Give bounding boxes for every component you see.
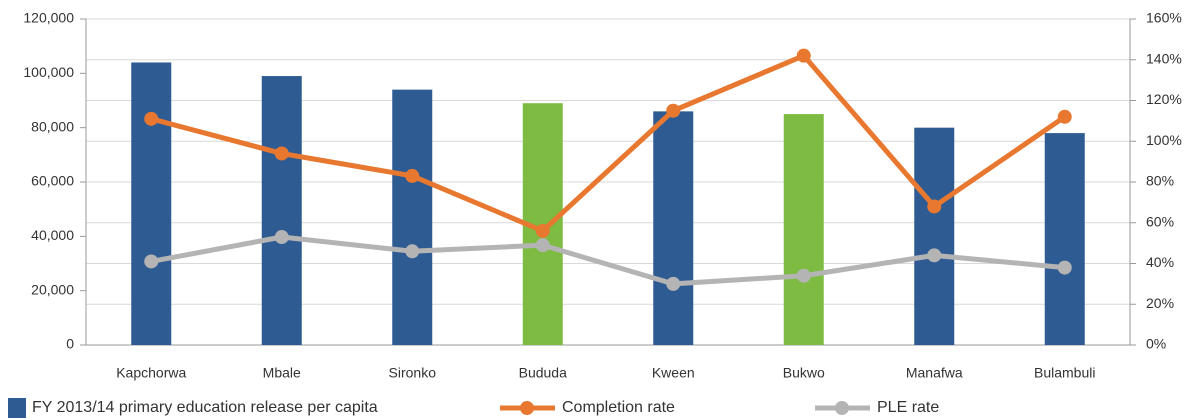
- y2-tick-label: 20%: [1146, 295, 1174, 311]
- x-tick-label: Bulambuli: [1034, 365, 1095, 381]
- bar: [261, 76, 302, 346]
- x-tick-label: Bududa: [519, 365, 567, 381]
- point: [405, 168, 420, 183]
- point: [796, 268, 811, 283]
- y2-tick-label: 160%: [1146, 10, 1182, 26]
- legend-swatch: [520, 401, 534, 415]
- y2-tick-label: 60%: [1146, 213, 1174, 229]
- point: [144, 254, 159, 269]
- y2-tick-label: 40%: [1146, 254, 1174, 270]
- bar: [914, 127, 955, 346]
- line: [150, 234, 1065, 287]
- x-tick-label: Manafwa: [906, 365, 963, 381]
- line: [150, 53, 1067, 234]
- point: [1057, 260, 1072, 275]
- y-tick-label: 0: [66, 336, 74, 352]
- x-tick-label: Mbale: [263, 365, 301, 381]
- y2-tick-label: 80%: [1146, 173, 1174, 189]
- bar: [653, 111, 694, 345]
- legend-swatch: [835, 401, 849, 415]
- x-tick-label: Kween: [652, 365, 695, 381]
- x-tick-label: Sironko: [389, 365, 437, 381]
- y-tick-label: 100,000: [23, 64, 74, 80]
- y-tick-label: 120,000: [23, 10, 74, 26]
- legend-label: Completion rate: [562, 399, 675, 416]
- x-tick-label: Bukwo: [783, 365, 825, 381]
- point: [666, 103, 681, 118]
- legend-label: PLE rate: [877, 399, 939, 416]
- point: [666, 276, 681, 291]
- point: [535, 238, 550, 253]
- y2-tick-label: 100%: [1146, 132, 1182, 148]
- point: [274, 146, 289, 161]
- y-tick-label: 40,000: [31, 227, 74, 243]
- legend-label: FY 2013/14 primary education release per…: [32, 399, 378, 416]
- point: [796, 48, 811, 63]
- bar: [392, 89, 433, 345]
- point: [1057, 109, 1072, 124]
- point: [535, 223, 550, 238]
- y-tick-label: 20,000: [31, 281, 74, 297]
- y2-tick-label: 0%: [1146, 336, 1166, 352]
- y-tick-label: 80,000: [31, 118, 74, 134]
- point: [144, 111, 159, 126]
- bar: [1044, 133, 1085, 345]
- bar: [131, 62, 172, 345]
- y2-tick-label: 120%: [1146, 91, 1182, 107]
- y2-tick-label: 140%: [1146, 50, 1182, 66]
- point: [927, 248, 942, 263]
- legend-swatch: [8, 398, 26, 418]
- point: [927, 199, 942, 214]
- point: [405, 244, 420, 259]
- y-tick-label: 60,000: [31, 173, 74, 189]
- bar: [783, 114, 824, 345]
- point: [274, 230, 289, 245]
- x-tick-label: Kapchorwa: [116, 365, 186, 381]
